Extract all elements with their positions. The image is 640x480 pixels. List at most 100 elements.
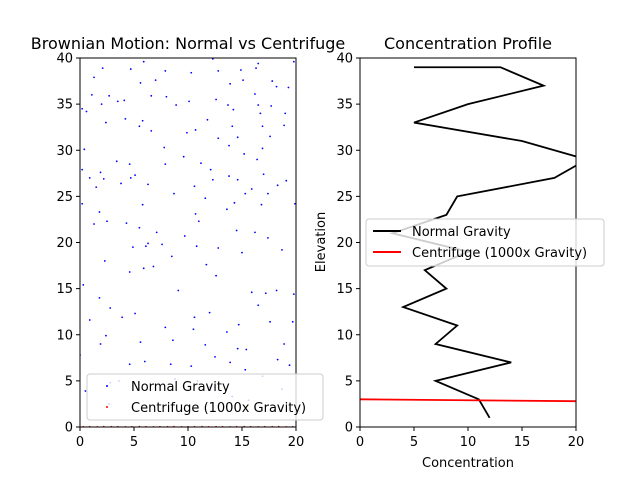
- y-tick-label: 15: [336, 282, 353, 297]
- scatter-legend-marker-normal: [106, 385, 108, 387]
- normal-gravity-point: [190, 71, 193, 74]
- normal-gravity-point: [182, 155, 185, 158]
- normal-gravity-point: [90, 94, 93, 96]
- normal-gravity-point: [150, 129, 153, 132]
- normal-gravity-point: [105, 334, 107, 337]
- normal-gravity-point: [241, 251, 243, 254]
- normal-gravity-point: [143, 360, 146, 363]
- normal-gravity-point: [164, 163, 167, 165]
- normal-gravity-point: [141, 203, 144, 206]
- normal-gravity-point: [164, 326, 167, 329]
- y-tick-label: 10: [56, 328, 73, 343]
- normal-gravity-point: [217, 137, 220, 140]
- x-tick-label: 20: [288, 435, 305, 450]
- normal-gravity-point: [275, 85, 278, 88]
- normal-gravity-point: [128, 163, 131, 165]
- normal-gravity-point: [195, 245, 198, 248]
- normal-gravity-point: [142, 267, 145, 270]
- normal-gravity-point: [255, 67, 257, 70]
- y-tick-label: 40: [56, 52, 73, 67]
- y-tick-label: 35: [336, 98, 353, 113]
- normal-gravity-point: [147, 242, 149, 245]
- scatter-legend-label-normal: Normal Gravity: [131, 380, 230, 395]
- normal-gravity-point: [225, 331, 228, 333]
- normal-gravity-point: [236, 136, 239, 139]
- normal-gravity-point: [254, 231, 256, 234]
- normal-gravity-point: [227, 104, 229, 106]
- normal-gravity-point: [82, 284, 85, 286]
- normal-gravity-point: [235, 229, 238, 232]
- normal-gravity-point: [215, 274, 217, 277]
- normal-gravity-point: [106, 220, 108, 223]
- normal-gravity-point: [93, 223, 95, 225]
- normal-gravity-point: [259, 112, 262, 115]
- line-chart-xlabel: Concentration: [422, 456, 514, 471]
- y-tick-label: 5: [345, 374, 353, 389]
- scatter-legend: Normal Gravity Centrifuge (1000x Gravity…: [86, 373, 324, 421]
- y-tick-label: 10: [336, 328, 353, 343]
- normal-gravity-point: [142, 60, 145, 63]
- normal-gravity-point: [192, 328, 195, 331]
- scatter-legend-box: [86, 373, 324, 421]
- scatter-legend-label-centrifuge: Centrifuge (1000x Gravity): [131, 401, 306, 416]
- normal-gravity-point: [129, 177, 132, 179]
- y-tick-label: 0: [345, 421, 353, 436]
- normal-gravity-point: [209, 168, 212, 171]
- normal-gravity-point: [257, 62, 260, 65]
- normal-gravity-point: [141, 119, 144, 122]
- x-tick-label: 0: [356, 435, 364, 450]
- y-tick-label: 5: [65, 374, 73, 389]
- normal-gravity-point: [285, 179, 288, 182]
- normal-gravity-point: [105, 121, 107, 124]
- normal-gravity-point: [116, 100, 119, 103]
- normal-gravity-point: [261, 125, 264, 128]
- normal-gravity-point: [115, 160, 118, 163]
- normal-gravity-point: [228, 144, 230, 147]
- normal-gravity-point: [270, 105, 273, 107]
- line-axis-ticks: 0 5 10 15 20 0 5 10 15 20 25 30 35 40: [336, 52, 584, 451]
- normal-gravity-point: [197, 220, 200, 223]
- normal-gravity-point: [170, 255, 173, 258]
- normal-gravity-point: [100, 103, 103, 106]
- y-tick-label: 25: [336, 190, 353, 205]
- y-tick-label: 15: [56, 282, 73, 297]
- normal-gravity-point: [85, 110, 88, 113]
- normal-gravity-point: [233, 201, 236, 204]
- normal-gravity-point: [208, 311, 211, 314]
- normal-gravity-point: [101, 67, 104, 70]
- normal-gravity-point: [123, 99, 126, 102]
- normal-gravity-point: [134, 312, 136, 315]
- normal-gravity-point: [271, 80, 274, 82]
- normal-gravity-point: [228, 175, 230, 177]
- normal-gravity-point: [215, 98, 217, 101]
- normal-gravity-point: [169, 363, 172, 366]
- y-tick-label: 35: [56, 98, 73, 113]
- normal-gravity-point: [225, 208, 228, 211]
- normal-gravity-point: [108, 94, 111, 97]
- normal-gravity-point: [188, 100, 190, 103]
- normal-gravity-point: [173, 192, 175, 195]
- normal-gravity-point: [262, 173, 265, 176]
- x-tick-label: 15: [234, 435, 251, 450]
- normal-gravity-point: [177, 289, 180, 292]
- normal-gravity-point: [287, 86, 290, 89]
- normal-gravity-point: [206, 118, 209, 121]
- scatter-legend-marker-centrifuge: [106, 406, 108, 408]
- x-tick-label: 10: [460, 435, 477, 450]
- normal-gravity-point: [163, 146, 166, 149]
- normal-gravity-point: [103, 260, 106, 262]
- normal-gravity-point: [283, 343, 286, 345]
- normal-gravity-point: [81, 107, 84, 110]
- normal-gravity-point: [232, 108, 235, 111]
- normal-gravity-point: [244, 368, 247, 371]
- normal-gravity-point: [81, 202, 84, 205]
- normal-gravity-point: [99, 171, 102, 174]
- normal-gravity-point: [134, 174, 136, 177]
- line-legend-box: [365, 218, 605, 267]
- normal-gravity-point: [190, 365, 193, 368]
- normal-gravity-point: [267, 192, 269, 195]
- centrifuge-line: [360, 398, 576, 403]
- normal-gravity-point: [99, 343, 102, 345]
- normal-gravity-point: [200, 162, 202, 165]
